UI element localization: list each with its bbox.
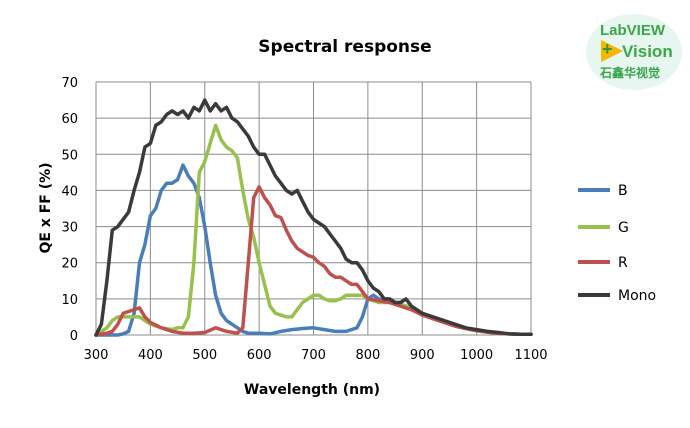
grid: [95, 81, 532, 336]
y-tick-label: 30: [61, 221, 78, 236]
legend-label-g: G: [618, 220, 629, 236]
x-tick-label: 1000: [460, 348, 493, 363]
y-tick-label: 20: [61, 257, 78, 272]
x-tick-label: 600: [247, 348, 272, 363]
logo-line2: Vision: [622, 42, 673, 61]
y-tick-label: 40: [61, 184, 78, 199]
x-tick-label: 300: [84, 348, 109, 363]
legend-label-mono: Mono: [618, 288, 656, 304]
logo-line3: 石鑫华视觉: [600, 66, 661, 80]
labview-vision-logo: + LabVIEW Vision 石鑫华视觉: [586, 14, 682, 90]
x-tick-label: 1100: [514, 348, 547, 363]
y-tick-label: 70: [61, 76, 78, 91]
x-tick-label: 400: [138, 348, 163, 363]
y-axis-label: QE x FF (%): [38, 162, 54, 253]
x-tick-label: 800: [355, 348, 380, 363]
y-tick-label: 50: [61, 148, 78, 163]
play-triangle-icon: [601, 40, 623, 62]
x-tick-label: 700: [301, 348, 326, 363]
y-tick-label: 10: [61, 293, 78, 308]
logo-line1: LabVIEW: [600, 22, 666, 39]
chart-title: Spectral response: [258, 37, 431, 57]
series-line-mono: [94, 98, 533, 337]
y-tick-label: 60: [61, 112, 78, 127]
x-tick-label: 500: [192, 348, 217, 363]
plus-icon: +: [602, 39, 613, 59]
x-tick-label: 900: [410, 348, 435, 363]
x-axis-label: Wavelength (nm): [244, 382, 380, 398]
legend-label-r: R: [618, 255, 628, 271]
y-tick-label: 0: [70, 329, 78, 344]
legend: B G R Mono: [578, 183, 656, 304]
legend-label-b: B: [618, 183, 628, 199]
